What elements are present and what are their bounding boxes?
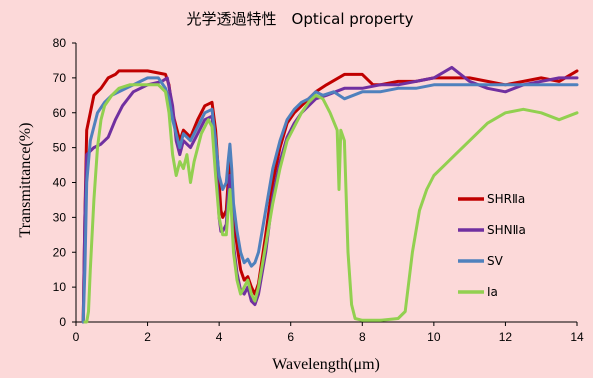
- x-tick-label: 8: [359, 330, 366, 344]
- series-line-3: [81, 76, 579, 324]
- x-tick-label: 0: [73, 330, 80, 344]
- y-tick-label: 20: [53, 245, 67, 259]
- legend-label: SV: [487, 254, 504, 268]
- y-tick-label: 30: [53, 210, 67, 224]
- series-line-4: [83, 83, 579, 324]
- y-tick-label: 70: [53, 71, 67, 85]
- x-axis-label: Wavelength(μm): [272, 356, 380, 373]
- series-line-1: [81, 69, 579, 324]
- plot-area: 0 2 4 6 8 10 12 14 0 10 20 30 40 50 60 70 80: [53, 36, 584, 344]
- chart-title: 光学透過特性 Optical property: [187, 10, 414, 28]
- legend: SHRⅡa SHNⅡa SV Ⅰa: [458, 192, 526, 299]
- legend-label: SHRⅡa: [487, 192, 525, 206]
- x-tick-label: 4: [216, 330, 223, 344]
- y-tick-label: 0: [59, 315, 66, 329]
- x-tick-label: 12: [499, 330, 513, 344]
- x-tick-label: 6: [287, 330, 294, 344]
- legend-label: Ⅰa: [487, 285, 498, 299]
- y-tick-label: 10: [53, 280, 67, 294]
- y-tick-label: 80: [53, 36, 67, 50]
- x-tick-label: 10: [427, 330, 441, 344]
- x-tick-label: 14: [570, 330, 584, 344]
- legend-label: SHNⅡa: [487, 223, 526, 237]
- y-axis-label: Transmittance(%): [17, 123, 34, 238]
- y-tick-label: 50: [53, 141, 67, 155]
- y-tick-label: 60: [53, 106, 67, 120]
- y-tick-label: 40: [53, 176, 67, 190]
- x-tick-label: 2: [144, 330, 151, 344]
